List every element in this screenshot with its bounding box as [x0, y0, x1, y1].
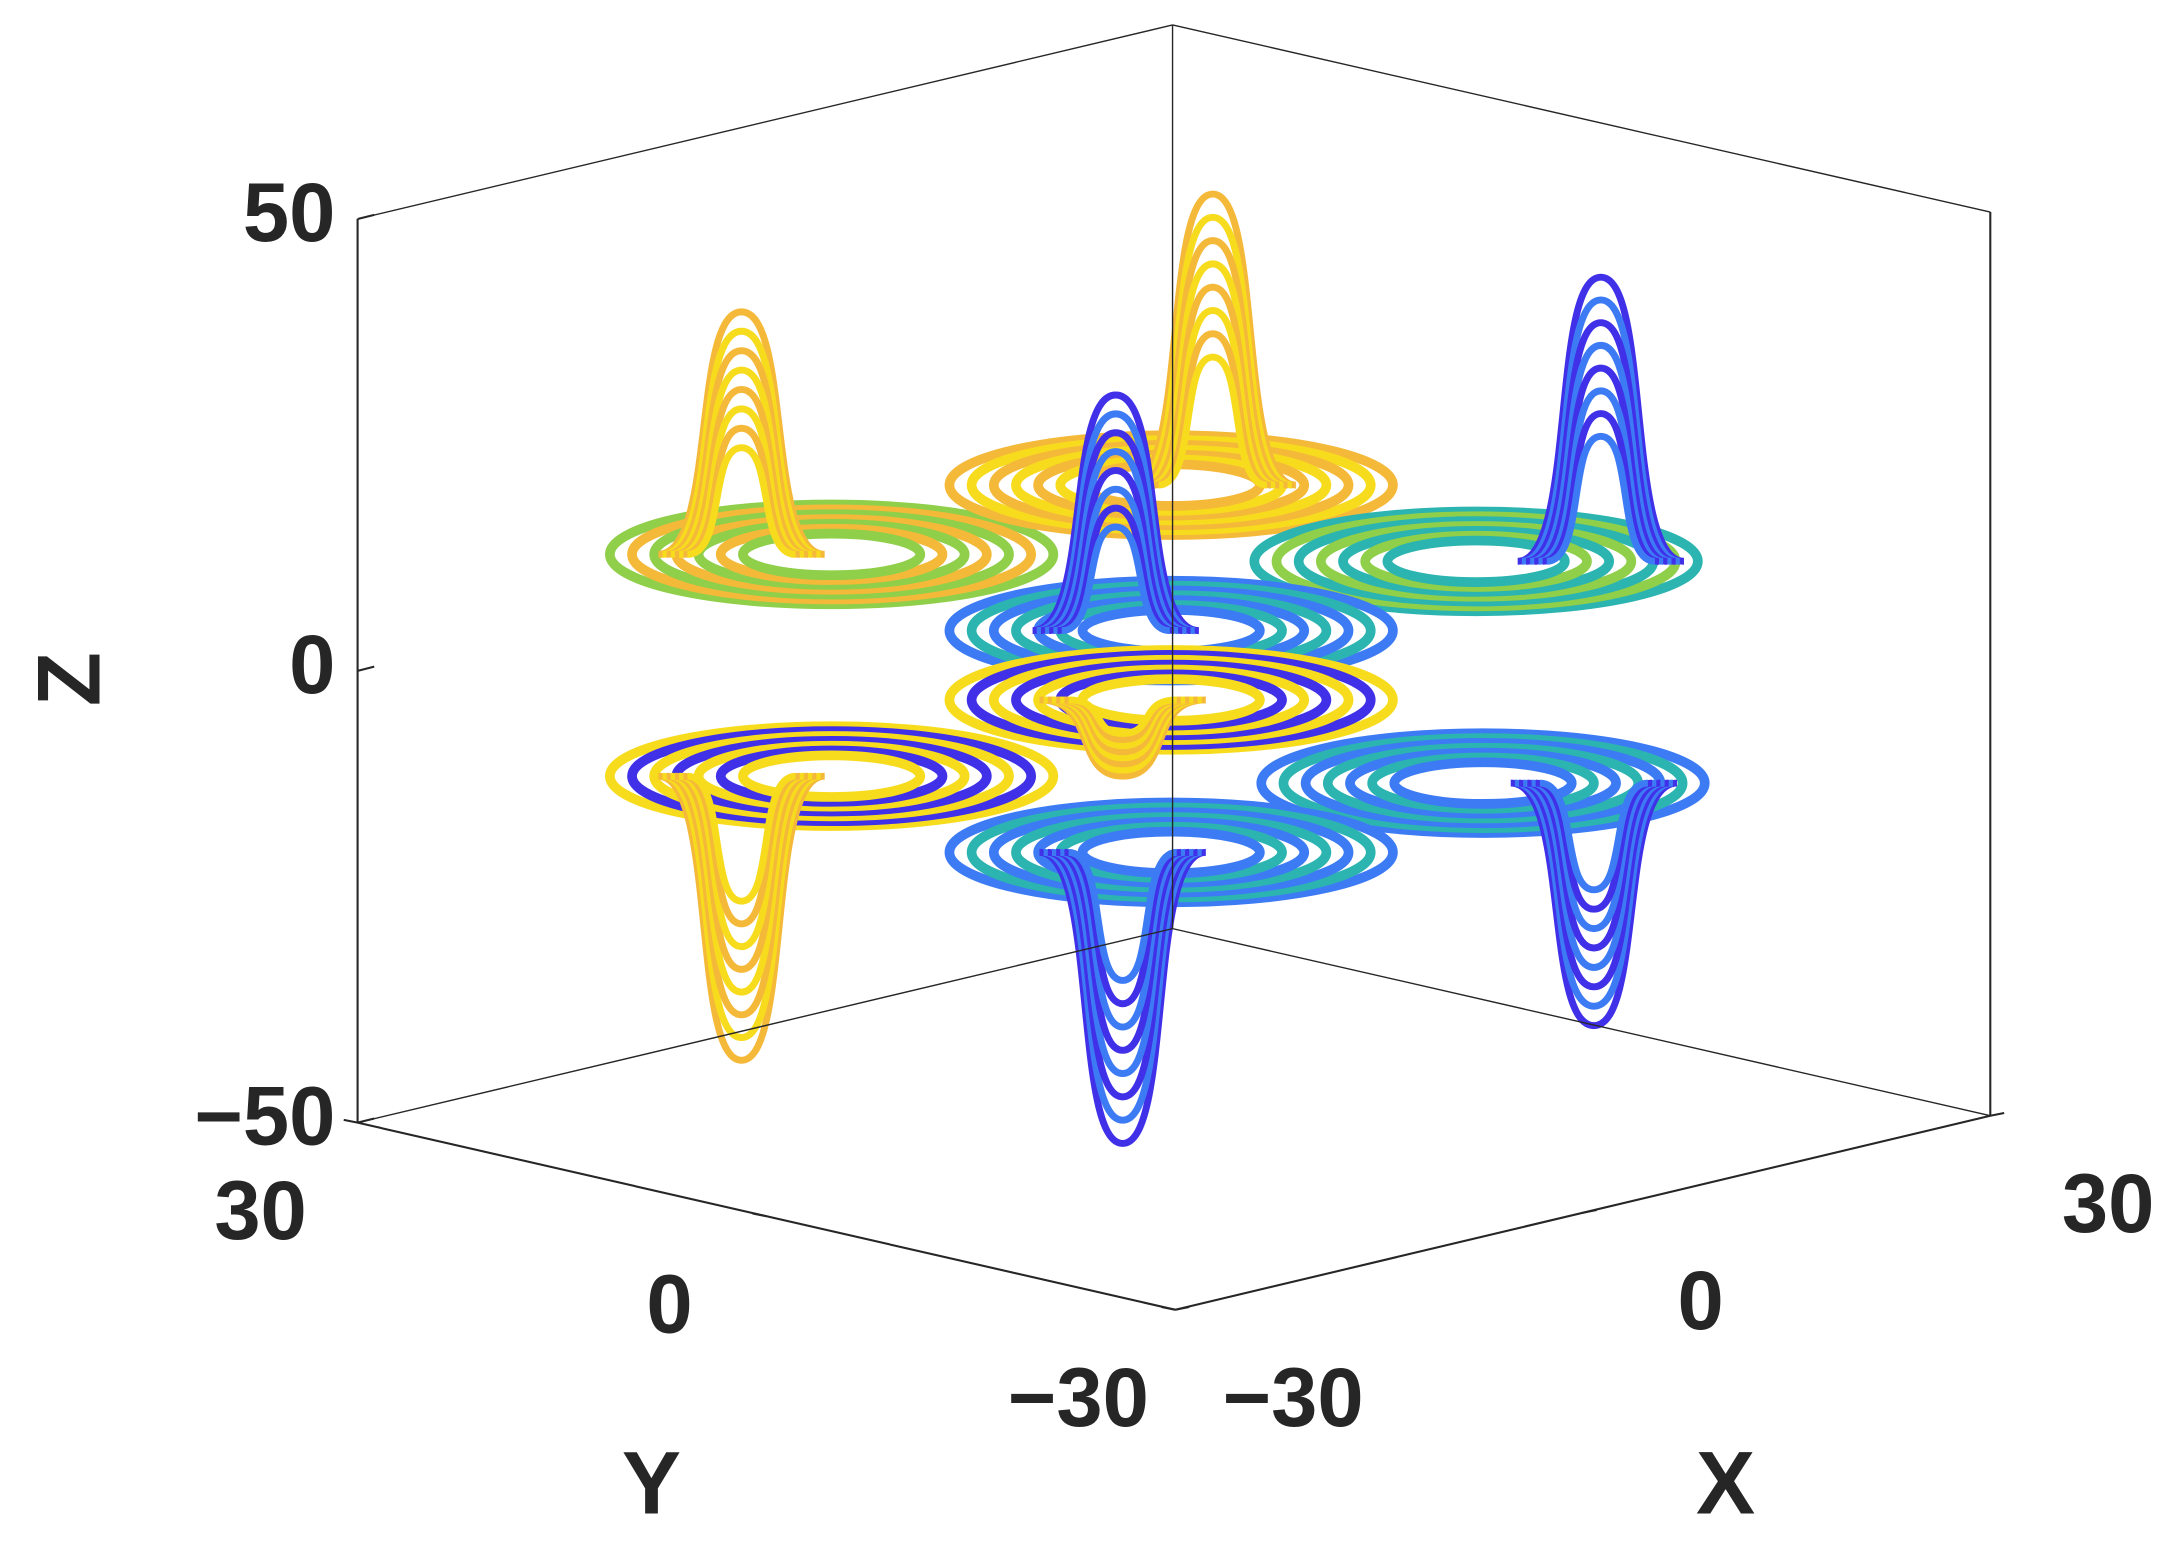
attractor-loop [686, 772, 797, 905]
attractor-loop [1068, 696, 1177, 737]
plot-area: −50 0 50 −30 0 30 −30 0 30 Y X Z [20, 24, 2155, 1532]
x-tick [1990, 1111, 2005, 1117]
attractor-ring [738, 528, 926, 581]
attractor-loop [1535, 779, 1653, 913]
attractor-loop [1061, 523, 1171, 635]
y-tick [752, 1212, 767, 1218]
attractor-loop [1063, 848, 1182, 1008]
x-tick-label: −30 [1223, 1351, 1364, 1444]
attractor-loop [1059, 848, 1186, 1031]
attractor-loop [682, 772, 801, 928]
y-axis-label: Y [622, 1433, 681, 1532]
y-tick [1161, 1305, 1176, 1311]
x-axis-label: X [1696, 1433, 1755, 1532]
z-tick [357, 213, 375, 220]
attractor-loop [686, 444, 797, 558]
y-tick [343, 1118, 358, 1124]
z-tick-label: 0 [289, 618, 335, 711]
x-tick [1175, 1305, 1190, 1311]
attractor-loop [1052, 485, 1179, 635]
z-tick [357, 665, 375, 672]
box-edge [357, 927, 1173, 1124]
axes: −50 0 50 −30 0 30 −30 0 30 Y X Z [20, 24, 2155, 1532]
y-tick-label: −30 [1008, 1351, 1149, 1444]
box-edge [1172, 24, 1991, 213]
box-edge [357, 24, 1173, 220]
box-edge [1172, 927, 1991, 1117]
y-tick-label: 0 [646, 1257, 692, 1350]
attractor-loop [1546, 432, 1656, 565]
x-tick-label: 0 [1677, 1254, 1723, 1347]
attractor [604, 190, 1710, 1147]
x-tick [1582, 1208, 1597, 1214]
y-axis-line [357, 1121, 1176, 1311]
attractor-loop [1541, 410, 1660, 565]
z-tick-label: 50 [243, 166, 336, 259]
attractor-ring [1382, 535, 1570, 587]
z-axis-label: Z [20, 652, 119, 706]
attractor-loop [1539, 779, 1649, 894]
attractor-loop [1149, 306, 1276, 489]
attractor-loop [1153, 330, 1272, 489]
attractor-loop [1157, 353, 1268, 489]
z-tick [357, 1117, 375, 1124]
x-tick-label: 30 [2062, 1157, 2155, 1250]
y-tick-label: 30 [214, 1164, 307, 1257]
attractor-loop [682, 424, 801, 558]
attractor-loop [1067, 848, 1178, 984]
attractor-ring [1389, 757, 1577, 809]
attractor-ring [738, 750, 926, 802]
attractor-loop [1056, 504, 1175, 635]
z-tick-label: −50 [194, 1070, 335, 1163]
